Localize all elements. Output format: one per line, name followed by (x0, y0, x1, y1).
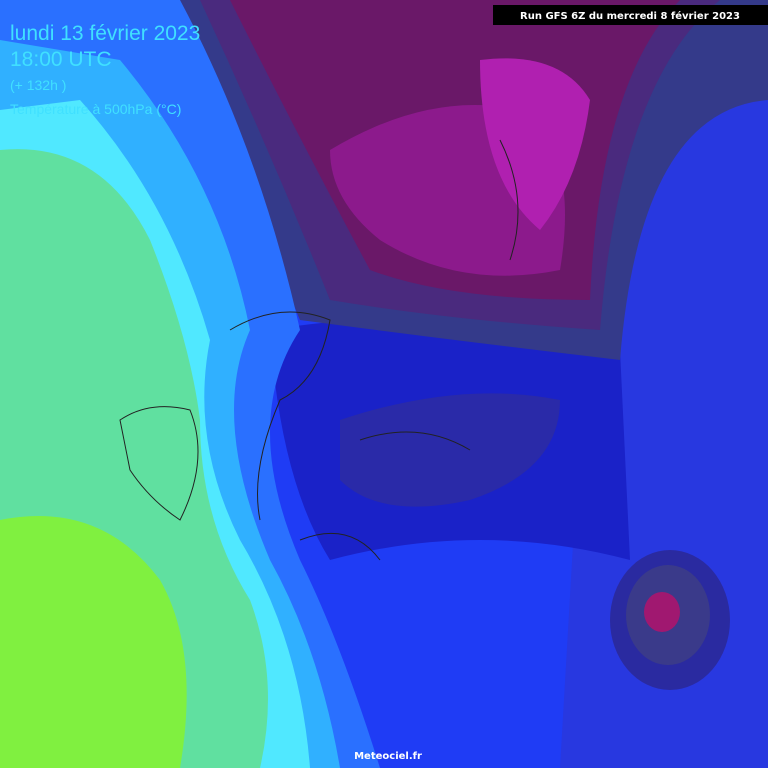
credit: Meteociel.fr (354, 751, 422, 762)
coastline (119, 139, 519, 561)
time: 18:00 UTC (10, 48, 112, 71)
low-core (644, 592, 680, 632)
run-info: Run GFS 6Z du mercredi 8 février 2023 (520, 10, 740, 22)
date: lundi 13 février 2023 (10, 22, 200, 45)
field-left-5 (0, 516, 187, 768)
run-box (493, 5, 768, 25)
lead-time: (+ 132h ) (10, 77, 66, 93)
field-center-core (340, 393, 560, 507)
field-top-5 (480, 58, 590, 231)
field-name: Température à 500hPa (°C) (10, 101, 181, 117)
